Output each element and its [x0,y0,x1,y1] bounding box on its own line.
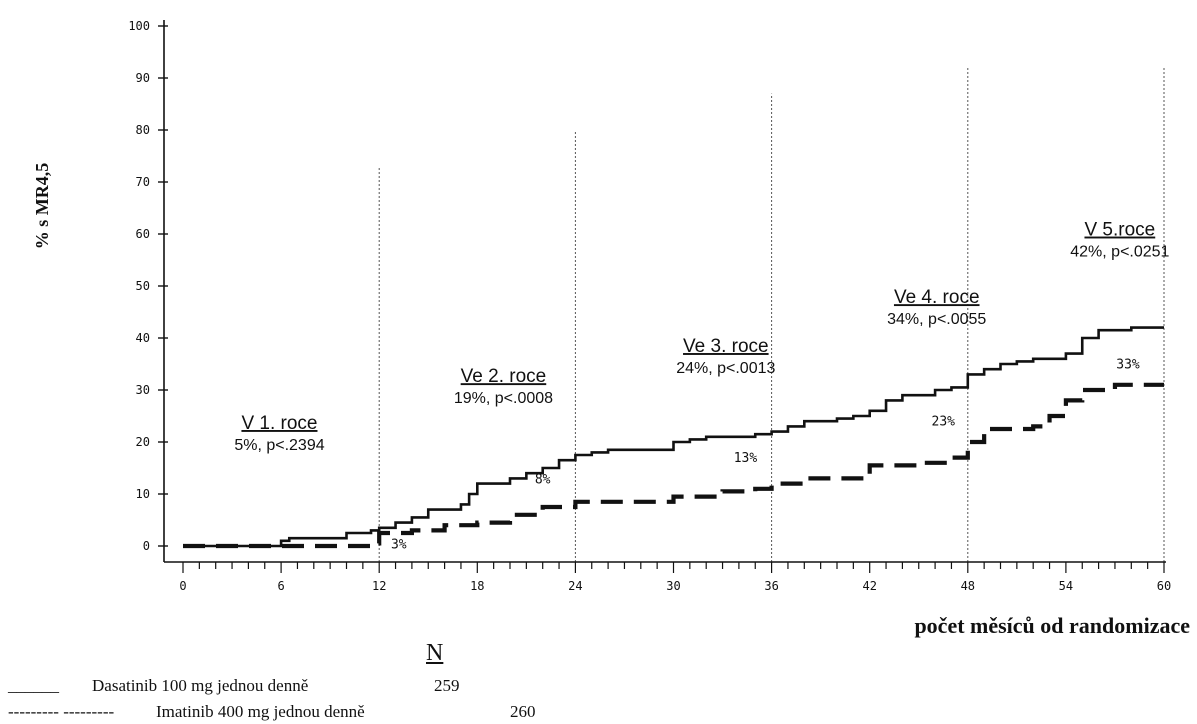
x-tick-label: 36 [764,579,778,593]
x-tick-label: 42 [862,579,876,593]
y-tick-label: 80 [136,123,150,137]
series-lines [183,326,1164,549]
point-label: 13% [734,451,758,466]
y-tick-label: 10 [136,487,150,501]
year-divider-lines [378,67,1165,562]
x-tick-label: 60 [1157,579,1171,593]
legend-n-header: N [426,640,444,666]
point-labels: 3% 8% 13% 23% 33% [391,358,1140,553]
y-tick-label: 100 [128,19,150,33]
y-tick-label: 70 [136,175,150,189]
legend-series-n: 259 [434,676,460,695]
year-annotation-title: V 1. roce [241,413,317,434]
y-tick-label: 50 [136,279,150,293]
year-annotation-stats: 34%, p<.0055 [887,311,986,328]
year-annotation-stats: 5%, p<.2394 [234,437,324,454]
x-tick-label: 0 [179,579,186,593]
axes [163,20,1166,563]
dasatinib-series-line [183,326,1164,548]
x-tick-label: 24 [568,579,582,593]
y-tick-label: 60 [136,227,150,241]
x-tick-label: 12 [372,579,386,593]
legend-line-sample: ______ [8,676,59,695]
x-tick-label: 30 [666,579,680,593]
y-tick-label: 0 [143,539,150,553]
year-annotation-title: Ve 4. roce [894,287,980,308]
year-annotations: V 1. roce 5%, p<.2394 Ve 2. roce 19%, p<.00… [234,220,1169,454]
year-annotation-title: V 5.roce [1084,220,1155,241]
year-annotation-stats: 24%, p<.0013 [676,360,775,377]
year-annotation-title: Ve 3. roce [683,336,769,357]
legend: N ______ Dasatinib 100 mg jednou denně 2… [0,640,600,724]
point-label: 3% [391,538,407,553]
x-axis-label: počet měsíců od randomizace [914,613,1190,638]
y-axis-ticks: 0 10 20 30 40 50 60 70 80 90 100 [128,19,168,553]
point-label: 8% [535,473,551,488]
imatinib-series-line [183,382,1164,549]
year-annotation-title: Ve 2. roce [461,366,547,387]
legend-line-sample: --------- --------- [8,702,115,721]
x-axis-ticks: 0 6 12 18 24 30 36 42 48 54 60 [179,562,1171,593]
x-tick-label: 6 [277,579,284,593]
legend-series-label: Imatinib 400 mg jednou denně [156,702,365,721]
x-tick-label: 48 [961,579,975,593]
x-tick-label: 18 [470,579,484,593]
x-tick-label: 54 [1059,579,1073,593]
chart-canvas: 0 10 20 30 40 50 60 70 80 90 100 0 6 12 18 24 30 36 42 48 5… [32,19,1190,638]
y-tick-label: 30 [136,383,150,397]
y-tick-label: 40 [136,331,150,345]
legend-series-n: 260 [510,702,536,721]
legend-series-label: Dasatinib 100 mg jednou denně [92,676,309,695]
y-axis-label: % s MR4,5 [32,163,52,250]
y-tick-label: 90 [136,71,150,85]
year-annotation-stats: 42%, p<.0251 [1070,244,1169,261]
point-label: 33% [1116,358,1140,373]
y-tick-label: 20 [136,435,150,449]
year-annotation-stats: 19%, p<.0008 [454,390,553,407]
point-label: 23% [932,414,956,429]
